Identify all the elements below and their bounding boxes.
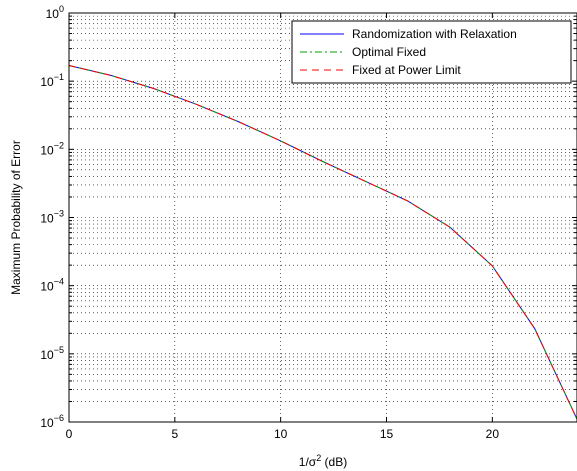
y-axis-label: Maximum Probability of Error xyxy=(9,140,23,295)
y-tick-base: 10 xyxy=(40,280,54,294)
legend-label-2: Optimal Fixed xyxy=(352,45,426,59)
series-line-2 xyxy=(68,64,577,420)
y-tick-base: 10 xyxy=(40,143,54,157)
y-tick-exponent: −2 xyxy=(54,140,64,150)
y-tick-label: 10−1 xyxy=(40,72,64,89)
y-tick-exponent: −3 xyxy=(54,209,64,219)
y-tick-exponent: −1 xyxy=(54,72,64,82)
y-tick-exponent: 0 xyxy=(59,4,64,14)
y-tick-base: 10 xyxy=(40,348,54,362)
x-tick-label: 15 xyxy=(380,427,394,441)
y-tick-exponent: −4 xyxy=(54,277,64,287)
x-tick-label: 10 xyxy=(274,427,288,441)
y-tick-label: 10−3 xyxy=(40,209,64,226)
x-tick-labels: 0 5 10 15 20 xyxy=(66,427,500,441)
x-axis-label-main: 1/σ xyxy=(299,455,317,469)
series-group xyxy=(68,64,577,420)
legend-box xyxy=(291,20,572,84)
y-tick-exponent: −5 xyxy=(54,345,64,355)
x-tick-label: 0 xyxy=(66,427,73,441)
y-tick-base: 10 xyxy=(46,7,60,21)
y-tick-label: 10−6 xyxy=(40,413,64,430)
y-tick-base: 10 xyxy=(40,75,54,89)
x-tick-label: 5 xyxy=(171,427,178,441)
series-line-1 xyxy=(68,64,577,420)
series-line-3 xyxy=(68,64,577,420)
legend: Randomization with Relaxation Optimal Fix… xyxy=(291,20,572,84)
y-tick-base: 10 xyxy=(40,212,54,226)
y-tick-exponent: −6 xyxy=(54,413,64,423)
y-tick-label: 10−2 xyxy=(40,140,64,157)
legend-label-1: Randomization with Relaxation xyxy=(352,27,517,41)
y-tick-label: 100 xyxy=(46,4,64,21)
x-axis-label-sup: 2 xyxy=(316,453,321,463)
legend-label-3: Fixed at Power Limit xyxy=(352,63,461,77)
y-tick-label: 10−4 xyxy=(40,277,64,294)
grid-lines xyxy=(69,13,577,422)
y-tick-base: 10 xyxy=(40,416,54,430)
y-tick-label: 10−5 xyxy=(40,345,64,362)
x-axis-label: 1/σ2 (dB) xyxy=(299,453,347,469)
x-axis-label-suffix: (dB) xyxy=(321,455,347,469)
x-tick-label: 20 xyxy=(486,427,500,441)
legend-items: Randomization with Relaxation Optimal Fix… xyxy=(300,27,517,77)
